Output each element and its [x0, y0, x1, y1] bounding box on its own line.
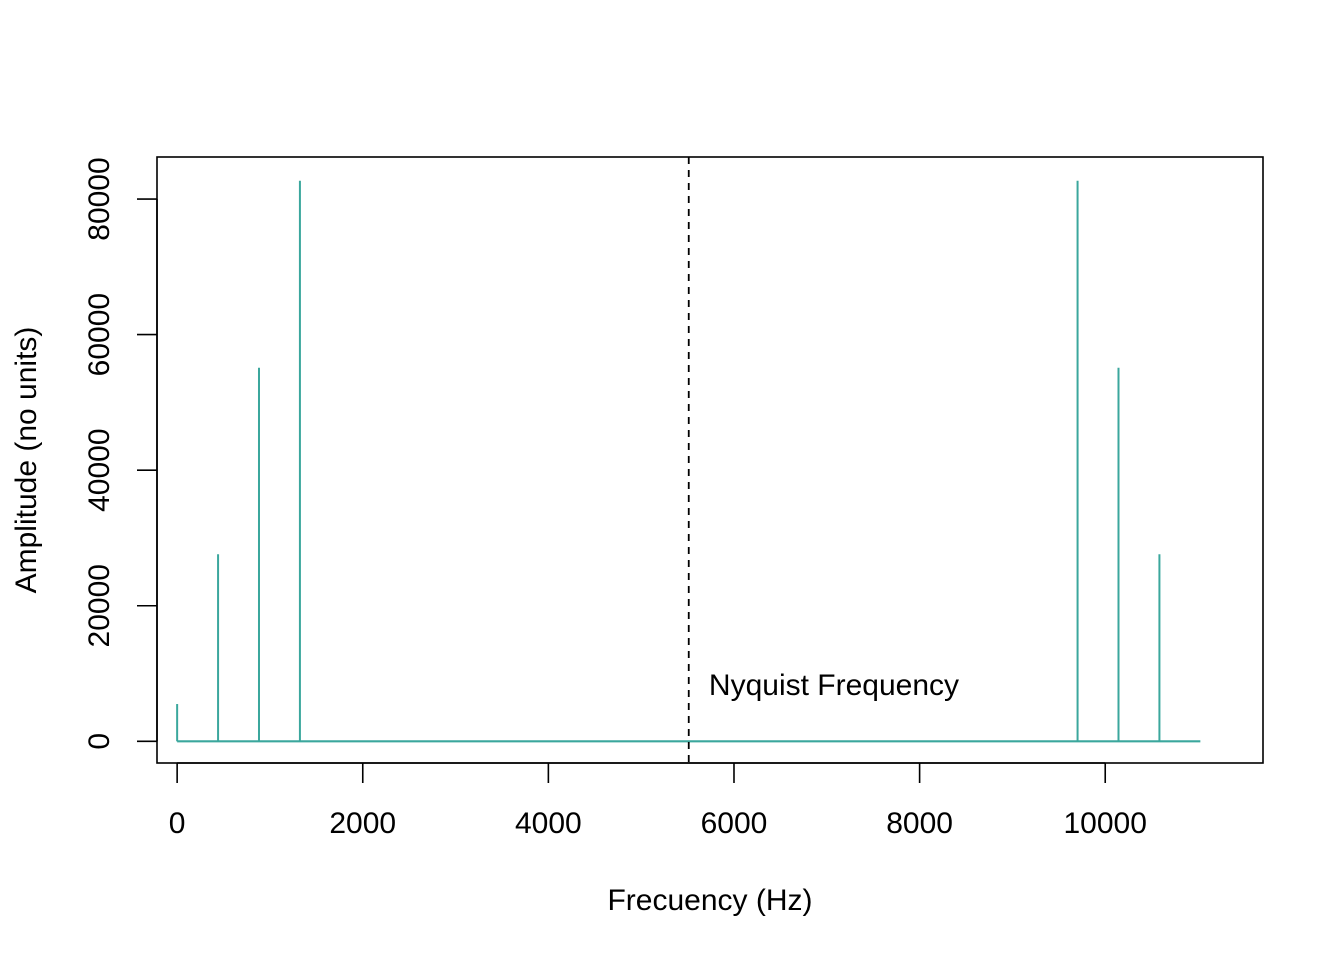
y-tick-label: 40000 — [83, 428, 116, 511]
x-tick-label: 6000 — [701, 807, 768, 840]
y-axis-title: Amplitude (no units) — [10, 327, 43, 594]
y-tick-label: 20000 — [83, 564, 116, 647]
y-axis: 0 20000 40000 60000 80000 — [83, 157, 158, 750]
nyquist-annotation: Nyquist Frequency — [709, 669, 959, 702]
x-axis: 0 2000 4000 6000 8000 10000 — [169, 762, 1147, 840]
x-tick-label: 8000 — [886, 807, 953, 840]
series-layer — [176, 180, 1201, 743]
y-tick-label: 0 — [83, 733, 116, 750]
annotation-layer: Nyquist Frequency — [709, 669, 959, 702]
x-tick-label: 2000 — [329, 807, 396, 840]
y-tick-label: 60000 — [83, 293, 116, 376]
x-axis-title: Frecuency (Hz) — [607, 884, 812, 917]
y-tick-label: 80000 — [83, 157, 116, 240]
x-tick-label: 4000 — [515, 807, 582, 840]
x-tick-label: 0 — [169, 807, 186, 840]
x-tick-label: 10000 — [1064, 807, 1147, 840]
